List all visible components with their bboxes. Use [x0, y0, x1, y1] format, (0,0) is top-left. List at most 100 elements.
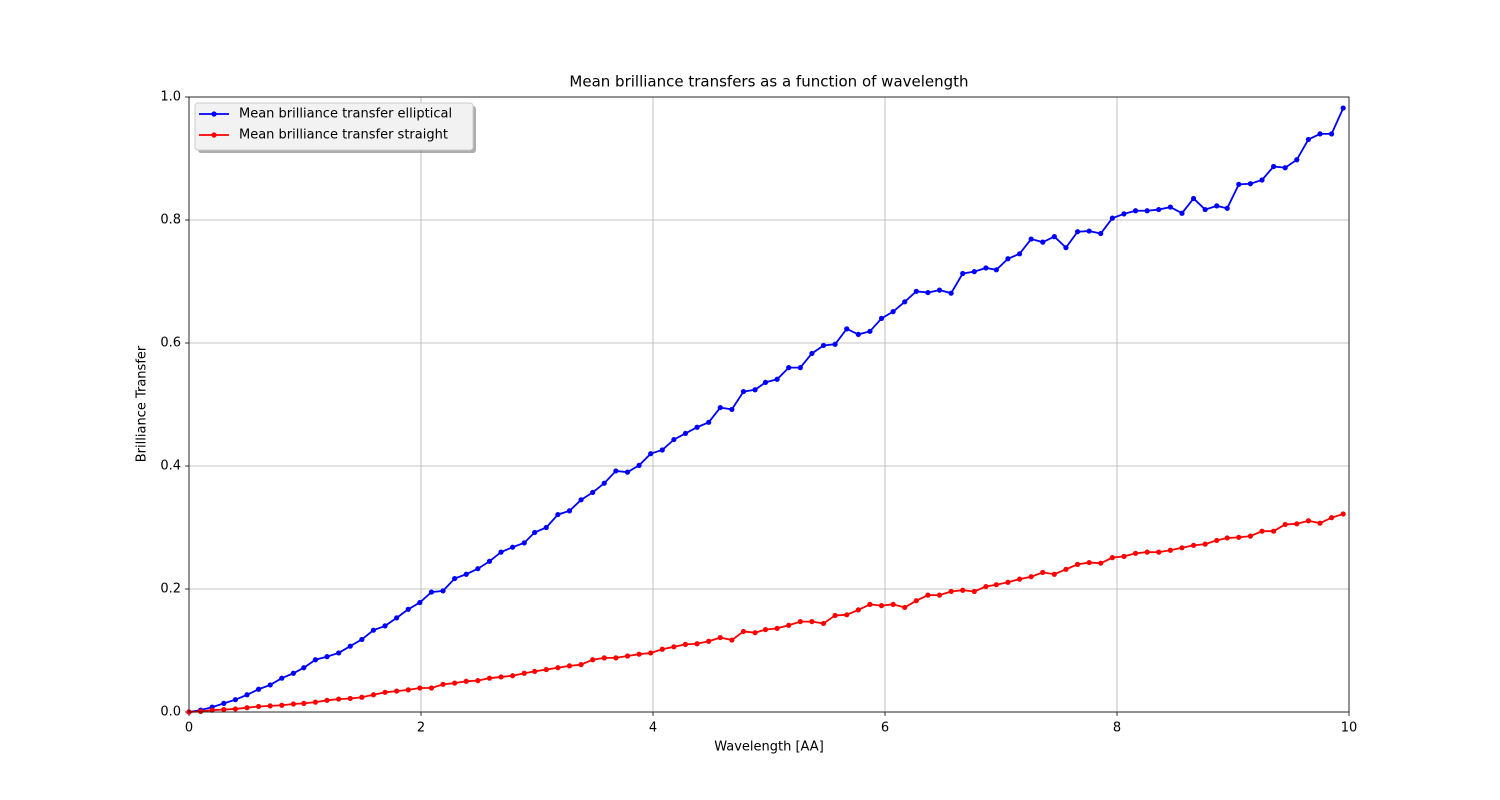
point — [1340, 105, 1346, 111]
point — [1282, 521, 1288, 528]
point — [336, 696, 342, 702]
point — [613, 655, 619, 661]
point — [1179, 545, 1185, 551]
point — [936, 592, 943, 598]
point — [1214, 537, 1220, 544]
point — [1259, 528, 1265, 534]
point — [855, 607, 861, 613]
point — [774, 376, 780, 382]
point — [359, 636, 365, 643]
x-tick-label: 6 — [881, 721, 889, 736]
point — [1156, 549, 1162, 555]
point — [1179, 210, 1185, 216]
point — [613, 468, 619, 474]
point — [624, 469, 631, 475]
point — [1224, 535, 1230, 541]
point — [1109, 215, 1115, 221]
point — [948, 290, 954, 296]
point — [590, 657, 596, 663]
point — [855, 331, 861, 337]
point — [1098, 230, 1104, 237]
point — [1028, 574, 1034, 580]
point — [925, 592, 931, 598]
point — [1144, 549, 1150, 555]
point — [1224, 205, 1230, 211]
point — [1294, 521, 1300, 527]
point — [636, 651, 642, 657]
point — [440, 588, 446, 594]
point — [301, 700, 307, 706]
point — [890, 601, 896, 607]
point — [555, 665, 561, 671]
point — [936, 287, 943, 293]
point — [717, 634, 723, 641]
point — [1294, 157, 1300, 163]
point — [717, 404, 723, 411]
point — [221, 706, 227, 713]
point — [1236, 181, 1242, 187]
point — [1329, 515, 1335, 521]
point — [1271, 163, 1277, 170]
point — [394, 688, 400, 694]
point — [301, 665, 307, 671]
point — [1329, 131, 1335, 137]
point — [983, 265, 989, 271]
point — [498, 674, 504, 680]
point — [290, 701, 296, 707]
point — [1247, 181, 1253, 187]
point — [1236, 534, 1242, 540]
point — [1016, 576, 1023, 582]
point — [878, 315, 885, 321]
point — [486, 558, 493, 564]
point — [428, 589, 435, 595]
point — [475, 566, 481, 572]
point — [532, 529, 538, 536]
point — [832, 612, 838, 619]
y-tick-label: 0.8 — [160, 213, 181, 228]
point — [463, 678, 469, 684]
point — [405, 606, 411, 612]
point — [1305, 136, 1311, 143]
point — [1190, 542, 1197, 548]
point — [521, 670, 527, 676]
point — [601, 480, 607, 486]
point — [279, 675, 285, 681]
point — [983, 583, 989, 590]
point — [1028, 236, 1034, 242]
legend-label: Mean brilliance transfer straight — [239, 128, 448, 143]
point — [232, 706, 238, 712]
point — [405, 687, 411, 693]
point — [1051, 571, 1057, 577]
point — [1167, 204, 1173, 210]
point — [648, 451, 654, 457]
point — [762, 626, 769, 633]
point — [324, 697, 330, 703]
point — [521, 540, 527, 546]
point — [370, 627, 377, 633]
point — [948, 588, 954, 595]
legend-label: Mean brilliance transfer elliptical — [239, 107, 452, 122]
point — [1214, 203, 1220, 209]
point — [729, 406, 735, 413]
point — [1317, 131, 1323, 137]
point — [336, 650, 342, 656]
point — [452, 575, 458, 582]
point — [1247, 533, 1253, 539]
point — [648, 650, 654, 656]
point — [486, 675, 493, 681]
y-tick-label: 1.0 — [160, 90, 181, 105]
point — [578, 662, 584, 668]
point — [1340, 511, 1346, 517]
point — [452, 680, 458, 686]
point — [440, 681, 446, 687]
point — [475, 678, 481, 684]
point — [867, 601, 873, 607]
point — [1305, 518, 1311, 524]
point — [267, 703, 273, 709]
point — [1156, 206, 1162, 213]
point — [902, 604, 908, 611]
point — [382, 623, 388, 629]
legend-marker — [211, 132, 217, 138]
point — [578, 497, 584, 503]
